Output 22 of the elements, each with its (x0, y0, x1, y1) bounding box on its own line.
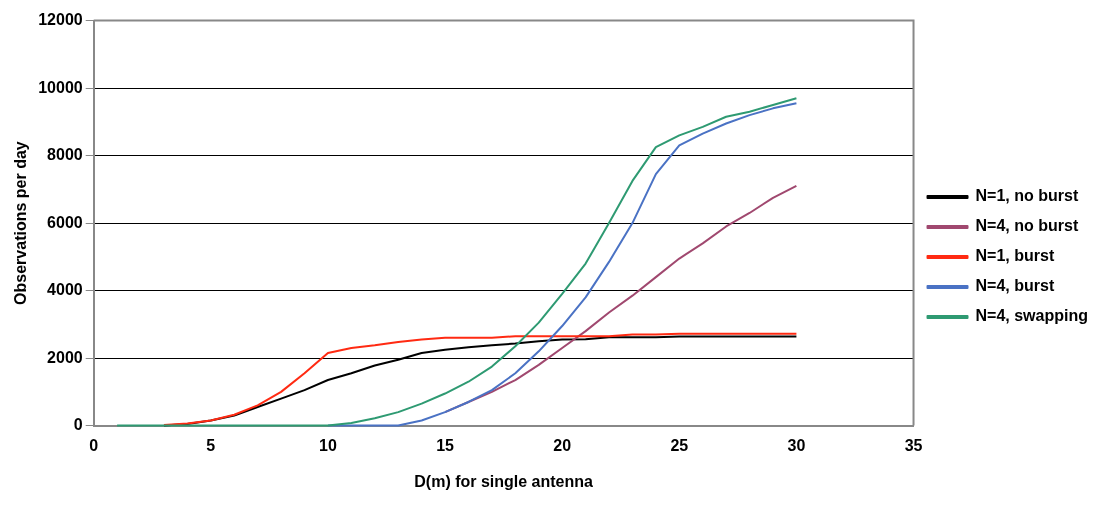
x-tick-label: 35 (904, 436, 923, 454)
legend-label: N=4, burst (975, 277, 1055, 295)
y-tick-label: 6000 (47, 213, 83, 231)
x-axis-title: D(m) for single antenna (414, 472, 594, 490)
x-tick-label: 30 (787, 436, 806, 454)
x-tick-label: 10 (319, 436, 337, 454)
y-tick-label: 4000 (47, 281, 83, 299)
legend-label: N=1, no burst (975, 187, 1079, 205)
y-tick-label: 10000 (38, 78, 83, 96)
y-tick-label: 12000 (38, 11, 83, 29)
y-tick-label: 2000 (47, 348, 83, 366)
y-axis-title: Observations per day (12, 141, 30, 305)
x-tick-label: 20 (553, 436, 572, 454)
x-tick-label: 5 (206, 436, 216, 454)
legend-label: N=4, swapping (975, 307, 1088, 325)
y-tick-label: 8000 (47, 146, 83, 164)
x-tick-label: 0 (89, 436, 99, 454)
y-tick-label: 0 (73, 416, 83, 434)
x-tick-label: 25 (670, 436, 689, 454)
x-tick-label: 15 (436, 436, 455, 454)
legend-label: N=4, no burst (975, 217, 1079, 235)
legend-label: N=1, burst (975, 247, 1055, 265)
